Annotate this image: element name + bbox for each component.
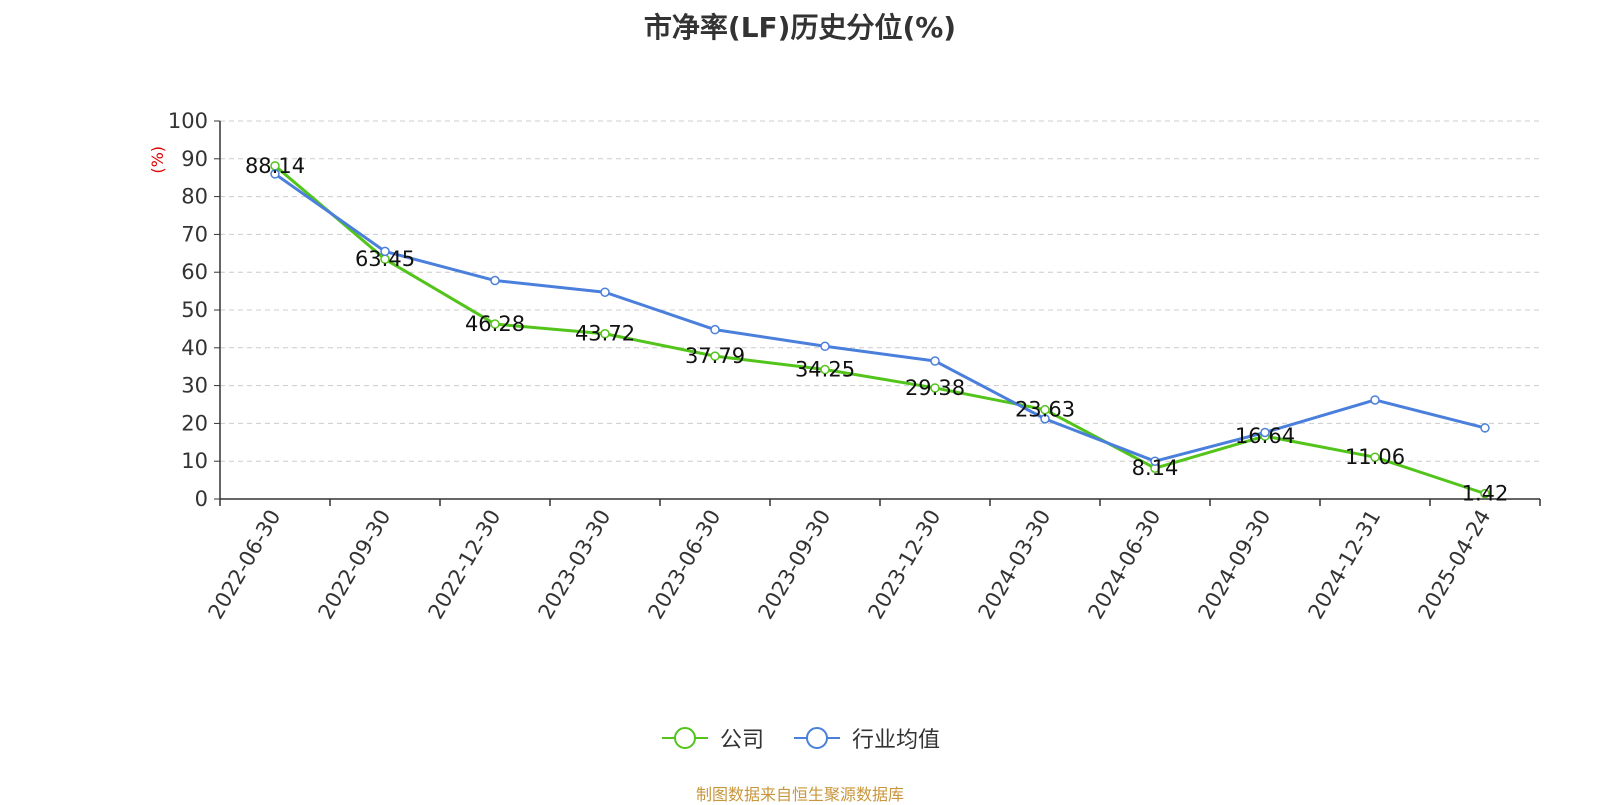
y-tick-label: 20: [181, 411, 208, 435]
data-point: [1480, 488, 1490, 499]
y-tick-label: 10: [181, 449, 208, 473]
data-point: [490, 319, 500, 329]
data-label: 34.25: [795, 358, 855, 382]
legend: 公司 行业均值: [0, 722, 1600, 754]
legend-marker-icon: [794, 727, 840, 749]
y-tick-label: 90: [181, 147, 208, 171]
legend-item-1[interactable]: 公司: [660, 722, 764, 754]
x-tick-label: 2022-06-30: [204, 506, 286, 624]
data-point: [1040, 414, 1050, 424]
x-tick-label: 2023-03-30: [534, 506, 616, 624]
data-label: 37.79: [685, 344, 745, 368]
y-tick-label: 80: [181, 185, 208, 209]
data-label: 1.42: [1462, 482, 1509, 506]
source-note: 制图数据来自恒生聚源数据库: [695, 785, 904, 804]
data-point: [1260, 427, 1270, 438]
data-point: [820, 341, 830, 352]
data-label: 11.06: [1345, 445, 1405, 469]
x-tick-label: 2025-04-24: [1414, 506, 1496, 624]
data-point: [600, 328, 610, 339]
data-labels: 88.14 63.45 46.28 43.72 37.79 34.25 29.38 23.63…: [245, 154, 1508, 506]
data-point: [270, 169, 280, 179]
data-point: [600, 287, 610, 297]
data-label: 8.14: [1132, 456, 1179, 480]
data-point: [710, 351, 720, 361]
data-point: [930, 356, 940, 366]
data-point: [1370, 395, 1380, 405]
legend-marker-icon: [661, 727, 708, 749]
x-tick-label: 2024-09-30: [1194, 506, 1276, 624]
series-line-2: [274, 172, 1486, 463]
data-label: 43.72: [575, 322, 635, 346]
y-tick-label: 70: [181, 222, 208, 246]
series-line-1: [274, 164, 1486, 496]
x-tick-label: 2022-12-30: [424, 506, 506, 624]
series-lines: [270, 161, 1490, 499]
data-point: [490, 275, 500, 286]
data-label: 16.64: [1235, 424, 1295, 448]
data-point: [1370, 452, 1380, 462]
x-tick-label: 2024-06-30: [1084, 506, 1166, 624]
y-tick-label: 60: [181, 260, 208, 284]
y-tick-label: 50: [181, 298, 208, 322]
data-label: 88.14: [245, 154, 305, 178]
data-label: 46.28: [465, 312, 525, 336]
grid-lines: [220, 120, 1540, 462]
data-label: 23.63: [1015, 398, 1075, 422]
data-point: [1150, 456, 1160, 466]
x-tick-label: 2023-09-30: [754, 506, 836, 624]
data-point: [1040, 404, 1050, 415]
x-tick-label: 2024-12-31: [1304, 506, 1386, 624]
data-label: 63.45: [355, 247, 415, 271]
y-axis-label: (%): [148, 146, 167, 174]
x-tick-label: 2024-03-30: [974, 506, 1056, 624]
legend-item-2[interactable]: 行业均值: [792, 722, 940, 754]
y-tick-label: 40: [181, 336, 208, 360]
data-point: [930, 383, 940, 393]
legend-label: 公司: [719, 728, 764, 753]
x-tick-label: 2023-12-30: [864, 506, 946, 624]
legend-label: 行业均值: [852, 728, 941, 753]
data-label: 29.38: [905, 376, 965, 400]
data-point: [380, 246, 390, 257]
data-point: [1480, 423, 1490, 433]
x-tick-label: 2022-09-30: [314, 506, 396, 624]
data-point: [820, 364, 830, 375]
chart-title: 市净率(LF)历史分位(%): [643, 11, 957, 44]
x-tick-label: 2023-06-30: [644, 506, 726, 624]
y-tick-label: 30: [181, 374, 208, 398]
y-tick-label: 0: [195, 487, 208, 511]
y-tick-label: 100: [168, 109, 208, 133]
data-point: [710, 324, 720, 335]
